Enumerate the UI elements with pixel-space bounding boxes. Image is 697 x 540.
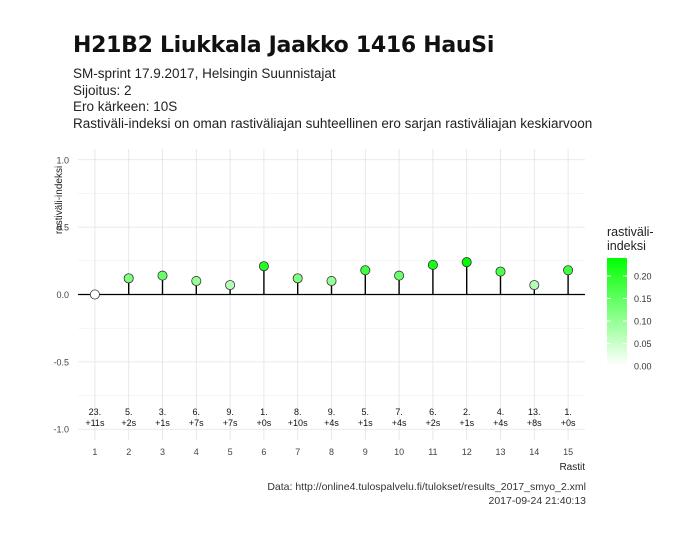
x-tick-label: 12: [462, 447, 472, 457]
lollipop-point: [360, 265, 371, 276]
lollipop-point: [563, 265, 574, 276]
rank-label: 23.: [89, 407, 102, 417]
y-tick-label: 0.5: [56, 223, 69, 233]
x-tick-label: 2: [126, 447, 131, 457]
x-tick-label: 15: [563, 447, 573, 457]
legend-title-line-2: indeksi: [607, 239, 646, 253]
x-tick-label: 3: [160, 447, 165, 457]
rank-label: 8.: [294, 407, 302, 417]
legend-tick-label: 0.05: [634, 339, 652, 349]
lollipop-point: [394, 270, 405, 281]
rank-label: 1.: [260, 407, 268, 417]
x-tick-label: 1: [92, 447, 97, 457]
y-axis-title: rastiväli-indeksi: [54, 166, 65, 234]
rank-label: 1.: [564, 407, 572, 417]
diff-label: +7s: [223, 418, 238, 428]
stem-layer: [78, 262, 585, 296]
grid-layer: [78, 149, 585, 440]
diff-label: +8s: [527, 418, 542, 428]
legend-tick-label: 0.10: [634, 317, 652, 327]
subtitle-line-1: SM-sprint 17.9.2017, Helsingin Suunnista…: [73, 66, 336, 81]
diff-label: +4s: [493, 418, 508, 428]
diff-label: +10s: [288, 418, 308, 428]
point-layer: [89, 257, 574, 300]
diff-label: +4s: [392, 418, 407, 428]
x-tick-label: 9: [363, 447, 368, 457]
rank-label: 4.: [497, 407, 505, 417]
y-tick-label: -1.0: [53, 425, 69, 435]
x-axis-title: Rastit: [559, 462, 585, 473]
caption-source: Data: http://online4.tulospalvelu.fi/tul…: [267, 481, 586, 493]
legend-title-line-1: rastiväli-: [607, 225, 654, 239]
diff-label: +4s: [324, 418, 339, 428]
legend-tick-label: 0.20: [634, 272, 652, 282]
lollipop-point: [225, 280, 236, 291]
rank-label: 5.: [125, 407, 133, 417]
legend-colorbar: [607, 258, 627, 366]
rank-label: 5.: [362, 407, 370, 417]
x-tick-label: 4: [194, 447, 199, 457]
lollipop-point: [191, 276, 202, 287]
axis-layer: rastiväli-indeksi Rastit -1.0 -0.5 0.0 0.5 1…: [53, 155, 585, 473]
lollipop-point: [292, 273, 303, 284]
x-tick-label: 5: [228, 447, 233, 457]
lollipop-point: [89, 289, 100, 300]
rank-label: 6.: [429, 407, 437, 417]
chart-caption: Data: http://online4.tulospalvelu.fi/tul…: [267, 480, 586, 508]
y-tick-label: 0.0: [56, 290, 69, 300]
lollipop-point: [529, 280, 540, 291]
x-tick-label: 14: [529, 447, 539, 457]
legend-tick-label: 0.00: [634, 362, 652, 372]
rank-label: 6.: [193, 407, 201, 417]
x-tick-label: 11: [428, 447, 437, 457]
y-tick-label: -0.5: [53, 357, 69, 367]
diff-label: +1s: [155, 418, 170, 428]
chart-subtitle: SM-sprint 17.9.2017, Helsingin Suunnista…: [73, 66, 592, 132]
subtitle-line-2: Sijoitus: 2: [73, 82, 132, 98]
x-tick-label: 13: [495, 447, 505, 457]
rank-label: 3.: [159, 407, 167, 417]
rank-label: 9.: [226, 407, 234, 417]
diff-label: +0s: [561, 418, 576, 428]
rank-label: 2.: [463, 407, 471, 417]
diff-label: +2s: [426, 418, 441, 428]
diff-label: +2s: [121, 418, 136, 428]
diff-label: +11s: [85, 418, 105, 428]
diff-label: +1s: [358, 418, 373, 428]
lollipop-point: [157, 270, 168, 281]
lollipop-point: [326, 276, 337, 287]
x-tick-label: 6: [261, 447, 266, 457]
lollipop-point: [495, 266, 506, 277]
diff-label: +7s: [189, 418, 204, 428]
rank-label: 7.: [395, 407, 403, 417]
caption-timestamp: 2017-09-24 21:40:13: [488, 495, 587, 507]
lollipop-point: [258, 261, 269, 272]
color-legend: rastiväli- indeksi 0.00 0.05 0.10 0.15 0.20: [607, 225, 654, 372]
chart-title: H21B2 Liukkala Jaakko 1416 HauSi: [73, 33, 495, 58]
rank-label: 13.: [528, 407, 541, 417]
x-tick-label: 8: [329, 447, 334, 457]
lollipop-point: [427, 259, 438, 270]
subtitle-line-3: Ero kärkeen: 10S: [73, 99, 178, 114]
lollipop-point: [123, 273, 134, 284]
y-tick-label: 1.0: [56, 155, 69, 165]
rank-label: 9.: [328, 407, 336, 417]
diff-label: +0s: [257, 418, 272, 428]
diff-label: +1s: [459, 418, 474, 428]
x-tick-label: 7: [295, 447, 300, 457]
legend-tick-label: 0.15: [634, 294, 652, 304]
x-tick-label: 10: [394, 447, 404, 457]
subtitle-line-4: Rastiväli-indeksi on oman rastiväliajan …: [73, 115, 593, 131]
label-layer: 23.+11s5.+2s3.+1s6.+7s9.+7s1.+0s8.+10s9.…: [85, 407, 576, 428]
lollipop-point: [461, 257, 472, 268]
